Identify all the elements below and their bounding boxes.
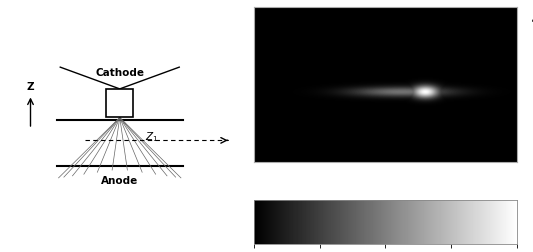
Text: Cathode: Cathode [95,68,144,78]
Text: Z: Z [27,82,34,92]
Text: $Z_1$: $Z_1$ [145,129,158,143]
Text: Anode: Anode [101,175,139,185]
Bar [106,89,133,118]
